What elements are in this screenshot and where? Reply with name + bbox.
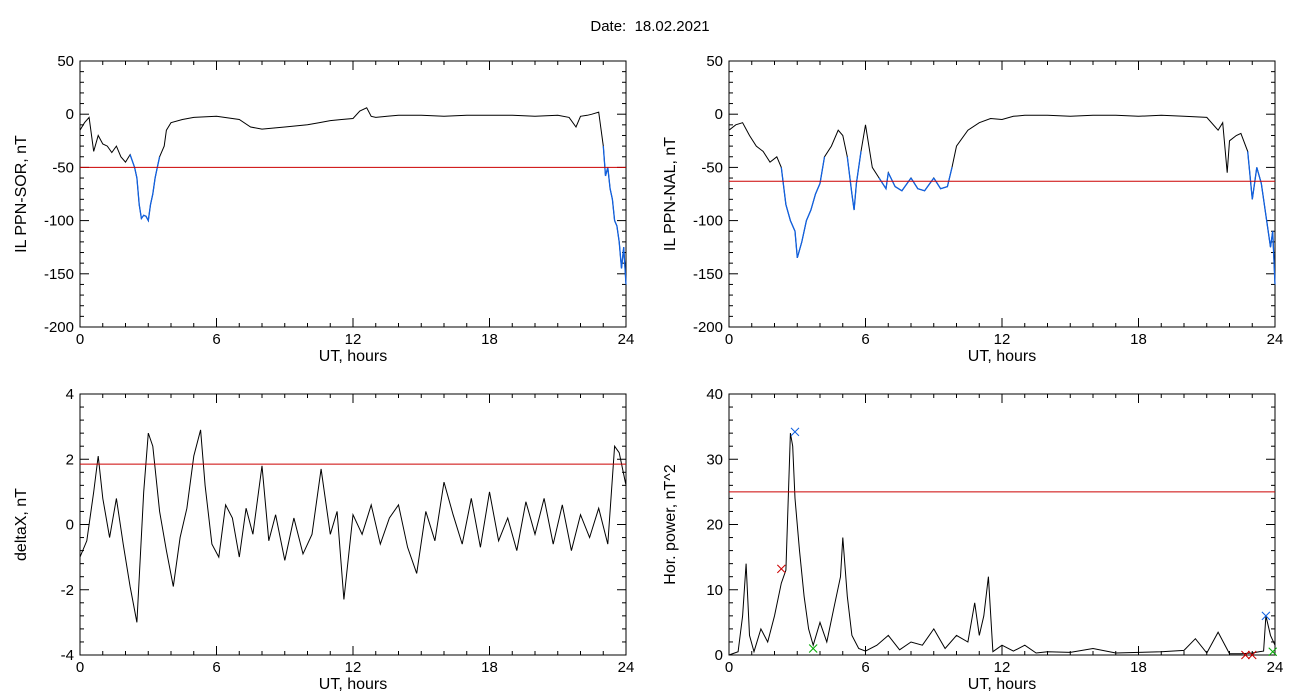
below-threshold-segment (846, 151, 862, 211)
y-axis-label: IL PPN-SOR, nT (13, 135, 30, 253)
x-tick-label: 18 (1130, 659, 1147, 676)
y-tick-label: 4 (66, 386, 74, 403)
x-axis-label: UT, hours (968, 348, 1036, 365)
peak-marker-stroke (790, 427, 800, 437)
panel-ppn-nal: 0 6 12 18 24 50 0 -50 -100 -150 -200 UT, hours IL PP… (662, 53, 1283, 365)
below-threshold-segment (1256, 167, 1276, 285)
below-threshold-segment (602, 146, 627, 285)
x-tick-label: 18 (481, 331, 498, 348)
peak-marker-stroke (776, 564, 786, 574)
peak-marker (1247, 650, 1257, 660)
y-tick-label: 0 (715, 106, 723, 123)
date-value: 18.02.2021 (634, 18, 710, 35)
x-tick-label: 0 (76, 331, 84, 348)
below-threshold-segment (878, 172, 889, 191)
y-axis-label: IL PPN-NAL, nT (662, 137, 679, 251)
x-tick-label: 24 (1267, 659, 1284, 676)
peak-marker-stroke (1247, 650, 1257, 660)
x-axis-label: UT, hours (968, 676, 1036, 693)
y-tick-label: 50 (57, 53, 74, 70)
x-tick-label: 0 (725, 331, 733, 348)
panel-ppn-sor: 0 6 12 18 24 50 0 -50 -100 -150 -200 UT, hours IL PP… (13, 53, 634, 365)
series-line (728, 114, 1276, 285)
peak-marker (776, 564, 786, 574)
y-tick-label: 2 (66, 451, 74, 468)
y-tick-label: 0 (66, 517, 74, 534)
x-tick-label: 18 (481, 659, 498, 676)
page-title: Date: 18.02.2021 (0, 18, 1300, 35)
x-tick-label: 24 (1267, 331, 1284, 348)
date-label: Date: (590, 18, 627, 35)
x-tick-label: 0 (76, 659, 84, 676)
y-tick-label: 30 (706, 451, 723, 468)
y-tick-label: 20 (706, 517, 723, 534)
peak-marker (808, 644, 818, 653)
peak-marker-stroke (1241, 650, 1250, 660)
y-tick-label: -150 (693, 266, 723, 283)
x-tick-label: 18 (1130, 331, 1147, 348)
y-tick-label: -50 (701, 159, 723, 176)
y-tick-label: 0 (66, 106, 74, 123)
plot-frame (728, 60, 1276, 328)
series-line (79, 107, 627, 285)
below-threshold-segment (887, 172, 912, 192)
x-tick-label: 6 (212, 659, 220, 676)
y-tick-label: -100 (44, 213, 74, 230)
plot-frame (728, 393, 1276, 656)
below-threshold-segment (129, 154, 161, 223)
x-tick-label: 0 (725, 659, 733, 676)
y-tick-label: -200 (693, 319, 723, 336)
below-threshold-segment (910, 177, 935, 192)
peak-marker-stroke (808, 644, 818, 653)
y-axis-label: deltaX, nT (13, 488, 30, 561)
y-tick-label: 40 (706, 386, 723, 403)
x-axis-label: UT, hours (319, 348, 387, 365)
series-line (728, 433, 1276, 656)
x-axis-label: UT, hours (319, 676, 387, 693)
y-tick-label: -100 (693, 213, 723, 230)
below-threshold-segment (933, 167, 953, 190)
y-tick-label: -4 (61, 647, 74, 664)
x-tick-label: 12 (345, 331, 362, 348)
x-tick-label: 12 (994, 659, 1011, 676)
peak-marker (1261, 611, 1271, 621)
y-tick-label: -50 (52, 159, 74, 176)
peak-marker (1268, 647, 1278, 657)
y-axis-label: Hor. power, nT^2 (662, 464, 679, 585)
y-tick-label: 50 (706, 53, 723, 70)
peak-marker (790, 427, 800, 437)
x-tick-label: 12 (345, 659, 362, 676)
peak-marker-stroke (1268, 647, 1278, 657)
plot-frame (79, 60, 627, 328)
y-tick-label: -200 (44, 319, 74, 336)
x-tick-label: 6 (861, 331, 869, 348)
y-tick-label: 10 (706, 582, 723, 599)
y-tick-label: 0 (715, 647, 723, 664)
series-line (79, 429, 627, 623)
y-tick-label: -150 (44, 266, 74, 283)
panel-deltax: 0 6 12 18 24 4 2 0 -2 -4 UT, hours deltaX, nT (13, 386, 634, 693)
panel-horizontal-power: 0 6 12 18 24 40 30 20 10 0 UT, hours Hor. power, nT… (662, 386, 1283, 693)
peak-marker (1241, 650, 1250, 660)
x-tick-label: 6 (861, 659, 869, 676)
below-threshold-segment (780, 156, 826, 258)
x-tick-label: 12 (994, 331, 1011, 348)
x-tick-label: 6 (212, 331, 220, 348)
x-tick-label: 24 (618, 659, 635, 676)
peak-marker-stroke (1261, 611, 1271, 621)
y-tick-label: -2 (61, 582, 74, 599)
below-threshold-segment (1247, 151, 1258, 200)
x-tick-label: 24 (618, 331, 635, 348)
